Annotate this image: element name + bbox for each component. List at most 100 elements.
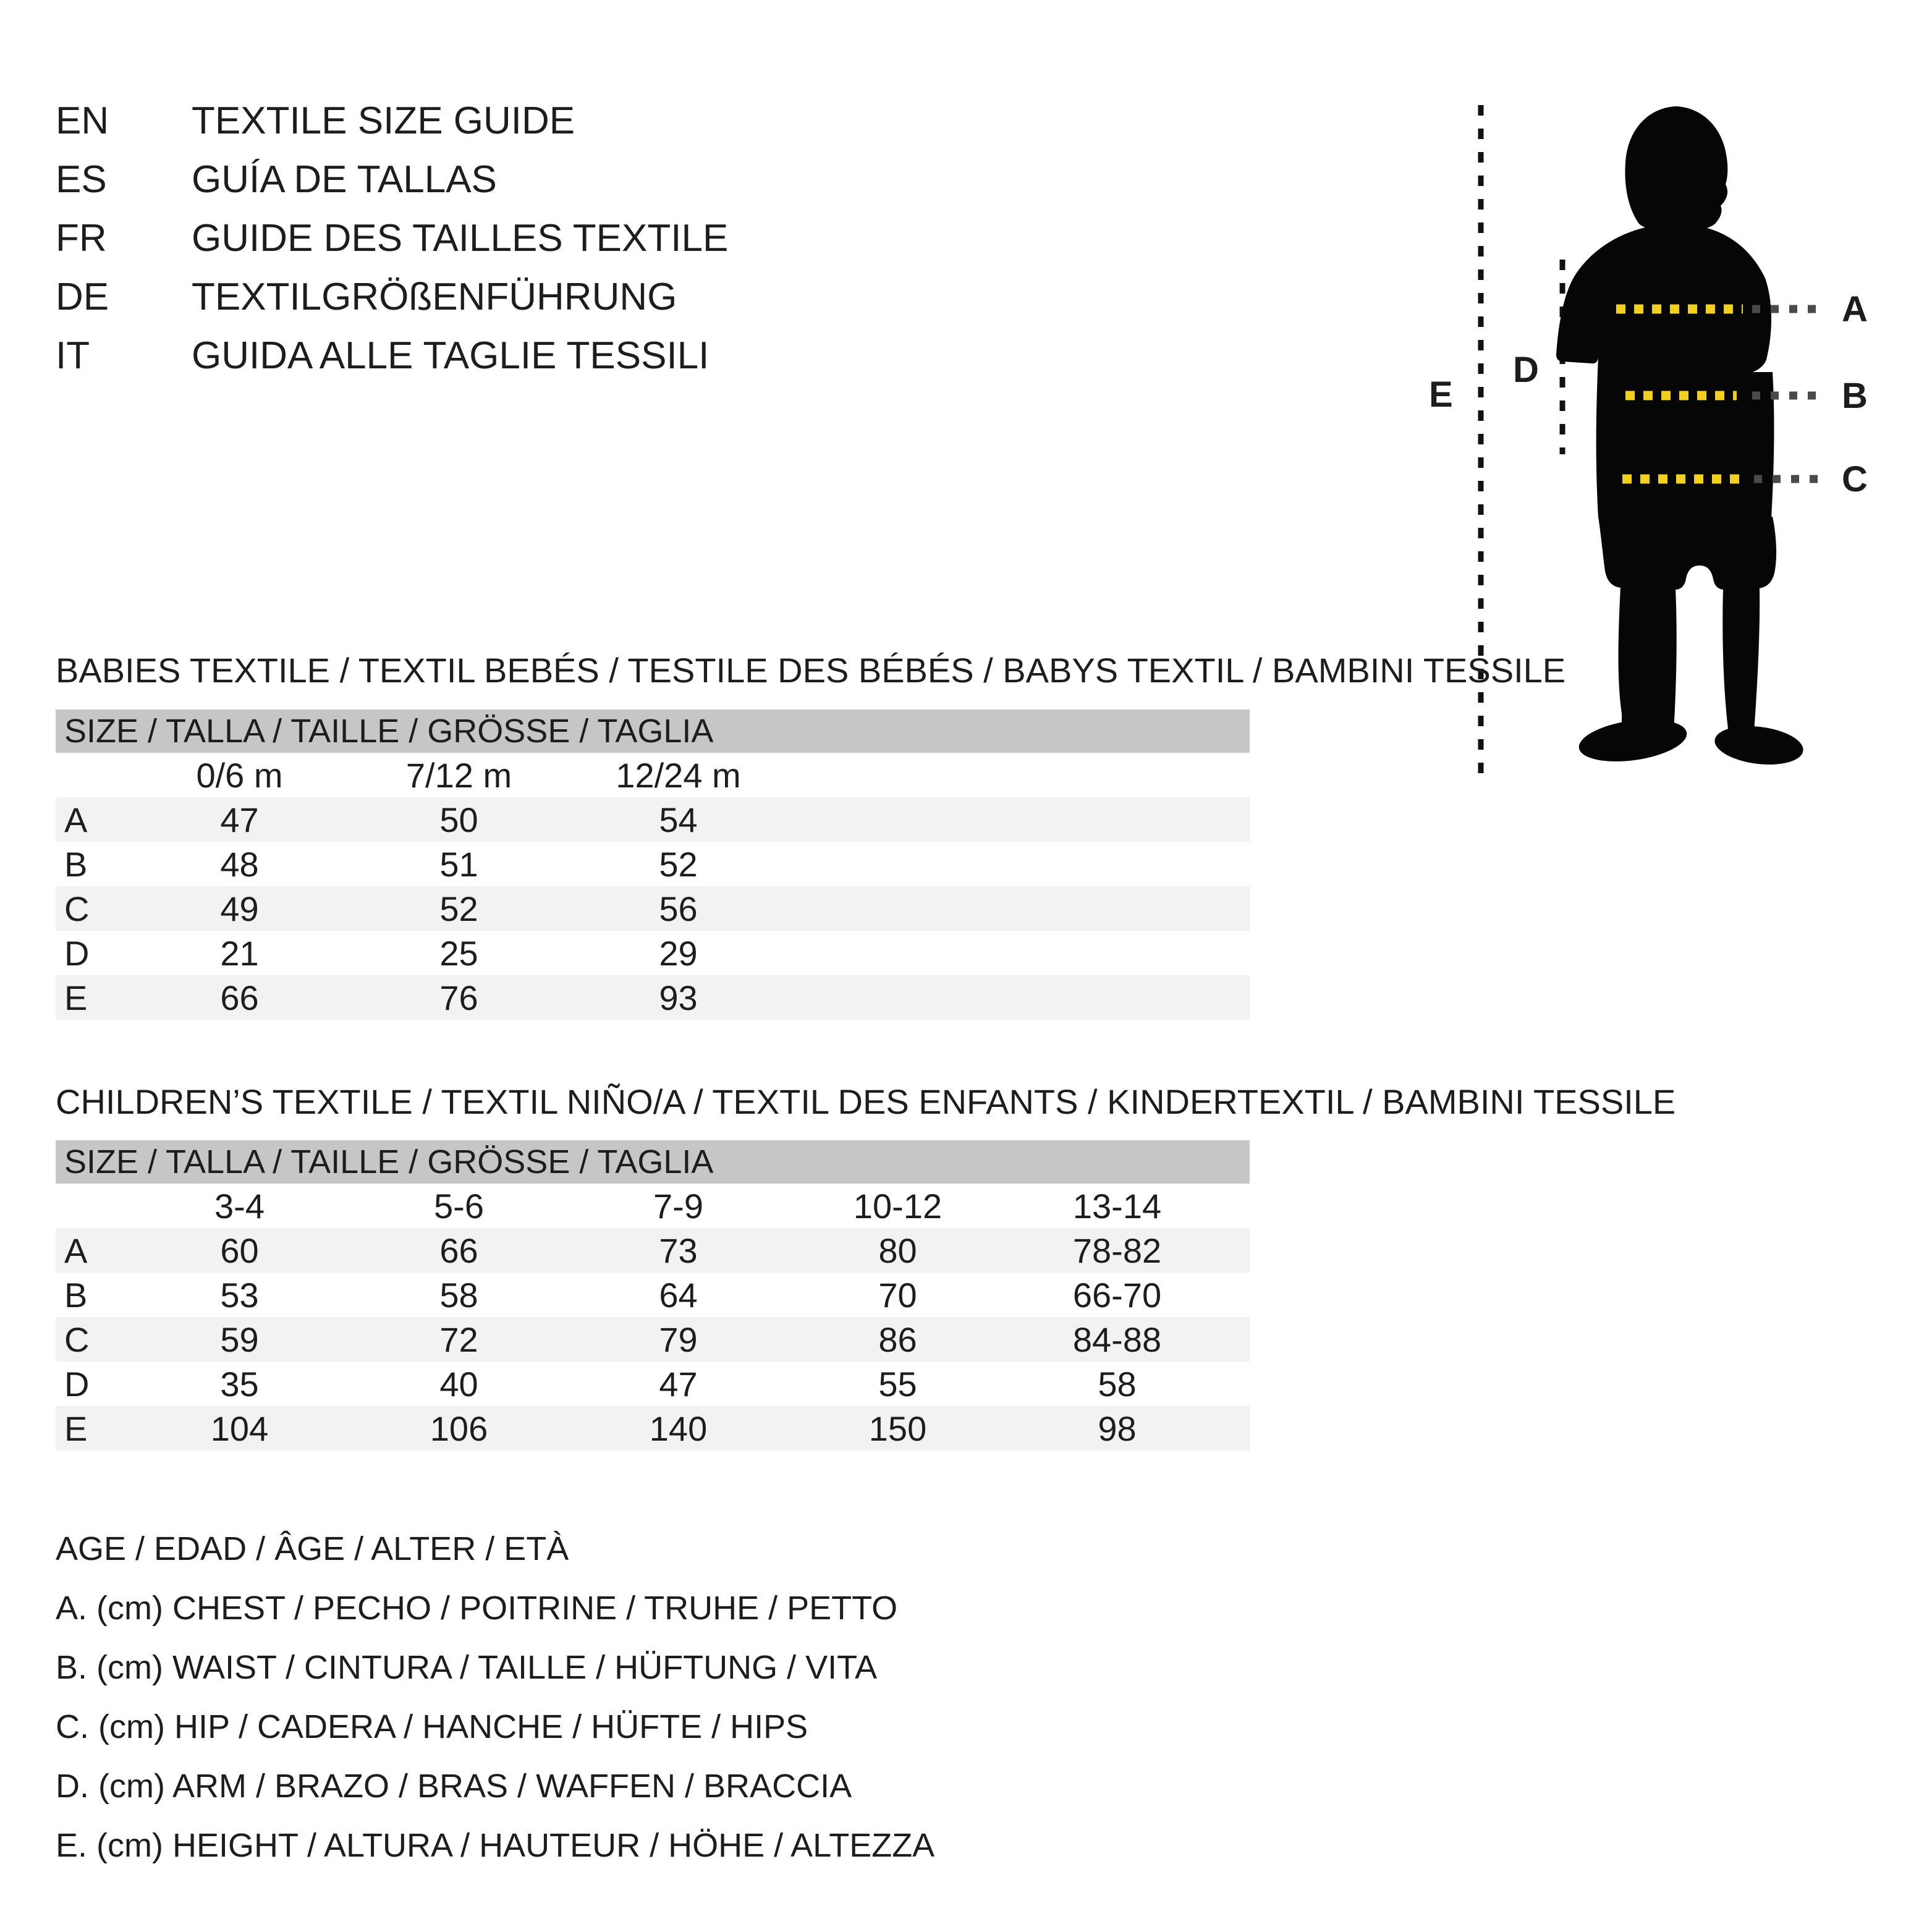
column-header-cell: 0/6 m [196,755,283,795]
row-label-cell: B [64,844,88,884]
value-cell: 66-70 [1072,1275,1162,1315]
column-header-cell: 3-4 [214,1186,265,1226]
value-cell: 55 [878,1364,917,1404]
table-row: B 53 58 64 70 66-70 [56,1273,1250,1317]
value-cell: 66 [220,978,259,1017]
children-size-table: SIZE / TALLA / TAILLE / GRÖSSE / TAGLIA 3… [56,1140,1250,1451]
legend-line: D. (cm) ARM / BRAZO / BRAS / WAFFEN / BR… [56,1768,852,1805]
row-label-cell: C [64,889,90,928]
table-row: D 35 40 47 55 58 [56,1362,1250,1406]
row-label-cell: E [64,1409,88,1448]
row-label-cell: A [64,800,88,839]
child-silhouette-shirt [1556,224,1774,518]
value-cell: 47 [659,1364,698,1404]
value-cell: 78-82 [1072,1231,1162,1270]
value-cell: 106 [430,1409,488,1448]
table-row: A 60 66 73 80 78-82 [56,1228,1250,1273]
value-cell: 51 [439,844,478,884]
value-cell: 140 [649,1409,708,1448]
value-cell: 66 [439,1231,478,1270]
value-cell: 73 [659,1231,698,1270]
value-cell: 25 [439,933,478,973]
value-cell: 79 [659,1320,698,1359]
value-cell: 98 [1098,1409,1137,1448]
table-row: A 47 50 54 [56,797,1250,842]
value-cell: 60 [220,1231,259,1270]
row-label-cell: A [64,1231,88,1270]
value-cell: 84-88 [1072,1320,1162,1359]
value-cell: 59 [220,1320,259,1359]
column-header-cell: 12/24 m [616,755,741,795]
language-title: TEXTILE SIZE GUIDE [192,100,575,142]
legend-line: E. (cm) HEIGHT / ALTURA / HAUTEUR / HÖHE… [56,1827,935,1864]
column-header-cell: 10-12 [853,1186,943,1226]
measure-label-e: E [1429,375,1453,415]
language-title: GUIDA ALLE TAGLIE TESSILI [192,334,710,377]
value-cell: 80 [878,1231,917,1270]
table-row: B 48 51 52 [56,842,1250,886]
child-silhouette-right-shoe [1714,726,1803,765]
legend-line: B. (cm) WAIST / CINTURA / TAILLE / HÜFTU… [56,1649,878,1686]
measure-label-c: C [1842,459,1868,499]
value-cell: 35 [220,1364,259,1404]
table-row: C 49 52 56 [56,886,1250,931]
language-row: EN TEXTILE SIZE GUIDE [56,91,728,150]
column-header-cell: 5-6 [434,1186,484,1226]
child-silhouette [1556,106,1803,765]
value-cell: 21 [220,933,259,973]
language-row: FR GUIDE DES TAILLES TEXTILE [56,209,728,268]
child-silhouette-head [1625,106,1728,232]
value-cell: 56 [659,889,698,928]
measure-label-d: D [1513,350,1539,390]
table-row: E 104 106 140 150 98 [56,1406,1250,1451]
value-cell: 104 [210,1409,269,1448]
child-silhouette-left-leg [1618,587,1677,732]
value-cell: 48 [220,844,259,884]
column-header-cell: 7/12 m [405,755,512,795]
table-row: E 66 76 93 [56,975,1250,1020]
language-code: EN [56,100,109,142]
child-silhouette-left-shoe [1578,719,1687,761]
column-header-cell: 7-9 [653,1186,703,1226]
babies-size-table: SIZE / TALLA / TAILLE / GRÖSSE / TAGLIA 0… [56,710,1250,1020]
children-section-heading: CHILDREN’S TEXTILE / TEXTIL NIÑO/A / TEX… [56,1082,1676,1121]
size-column-header-row: 3-4 5-6 7-9 10-12 13-14 [56,1184,1250,1228]
babies-section-heading: BABIES TEXTILE / TEXTIL BEBÉS / TESTILE … [56,651,1566,690]
size-header-label: SIZE / TALLA / TAILLE / GRÖSSE / TAGLIA [64,713,714,750]
legend-line: C. (cm) HIP / CADERA / HANCHE / HÜFTE / … [56,1708,808,1745]
column-header-cell: 13-14 [1072,1186,1162,1226]
language-code: IT [56,334,90,377]
value-cell: 72 [439,1320,478,1359]
value-cell: 54 [659,800,698,839]
language-row: DE TEXTILGRÖßENFÜHRUNG [56,268,728,326]
legend-line: A. (cm) CHEST / PECHO / POITRINE / TRUHE… [56,1590,898,1627]
row-label-cell: B [64,1275,88,1315]
value-cell: 93 [659,978,698,1017]
language-row: IT GUIDA ALLE TAGLIE TESSILI [56,326,728,385]
row-label-cell: E [64,978,88,1017]
value-cell: 150 [868,1409,927,1448]
value-cell: 58 [1098,1364,1137,1404]
child-figure-diagram: A B C D E [1415,93,1910,785]
value-cell: 58 [439,1275,478,1315]
size-header-label: SIZE / TALLA / TAILLE / GRÖSSE / TAGLIA [64,1143,714,1180]
measurement-legend: AGE / EDAD / ÂGE / ALTER / ETÀ A. (cm) CH… [56,1519,934,1875]
value-cell: 50 [439,800,478,839]
value-cell: 86 [878,1320,917,1359]
size-header-bar: SIZE / TALLA / TAILLE / GRÖSSE / TAGLIA [56,710,1250,753]
value-cell: 29 [659,933,698,973]
language-code: FR [56,217,107,260]
language-title: GUÍA DE TALLAS [192,158,497,201]
legend-line: AGE / EDAD / ÂGE / ALTER / ETÀ [56,1530,569,1567]
language-title: TEXTILGRÖßENFÜHRUNG [192,276,677,318]
value-cell: 70 [878,1275,917,1315]
language-guide: EN TEXTILE SIZE GUIDE ES GUÍA DE TALLAS FR GU… [56,91,728,385]
value-cell: 40 [439,1364,478,1404]
row-label-cell: D [64,933,90,973]
language-code: DE [56,276,109,318]
language-code: ES [56,158,107,201]
value-cell: 76 [439,978,478,1017]
child-silhouette-right-leg [1722,588,1760,732]
child-silhouette-shorts [1598,517,1777,590]
